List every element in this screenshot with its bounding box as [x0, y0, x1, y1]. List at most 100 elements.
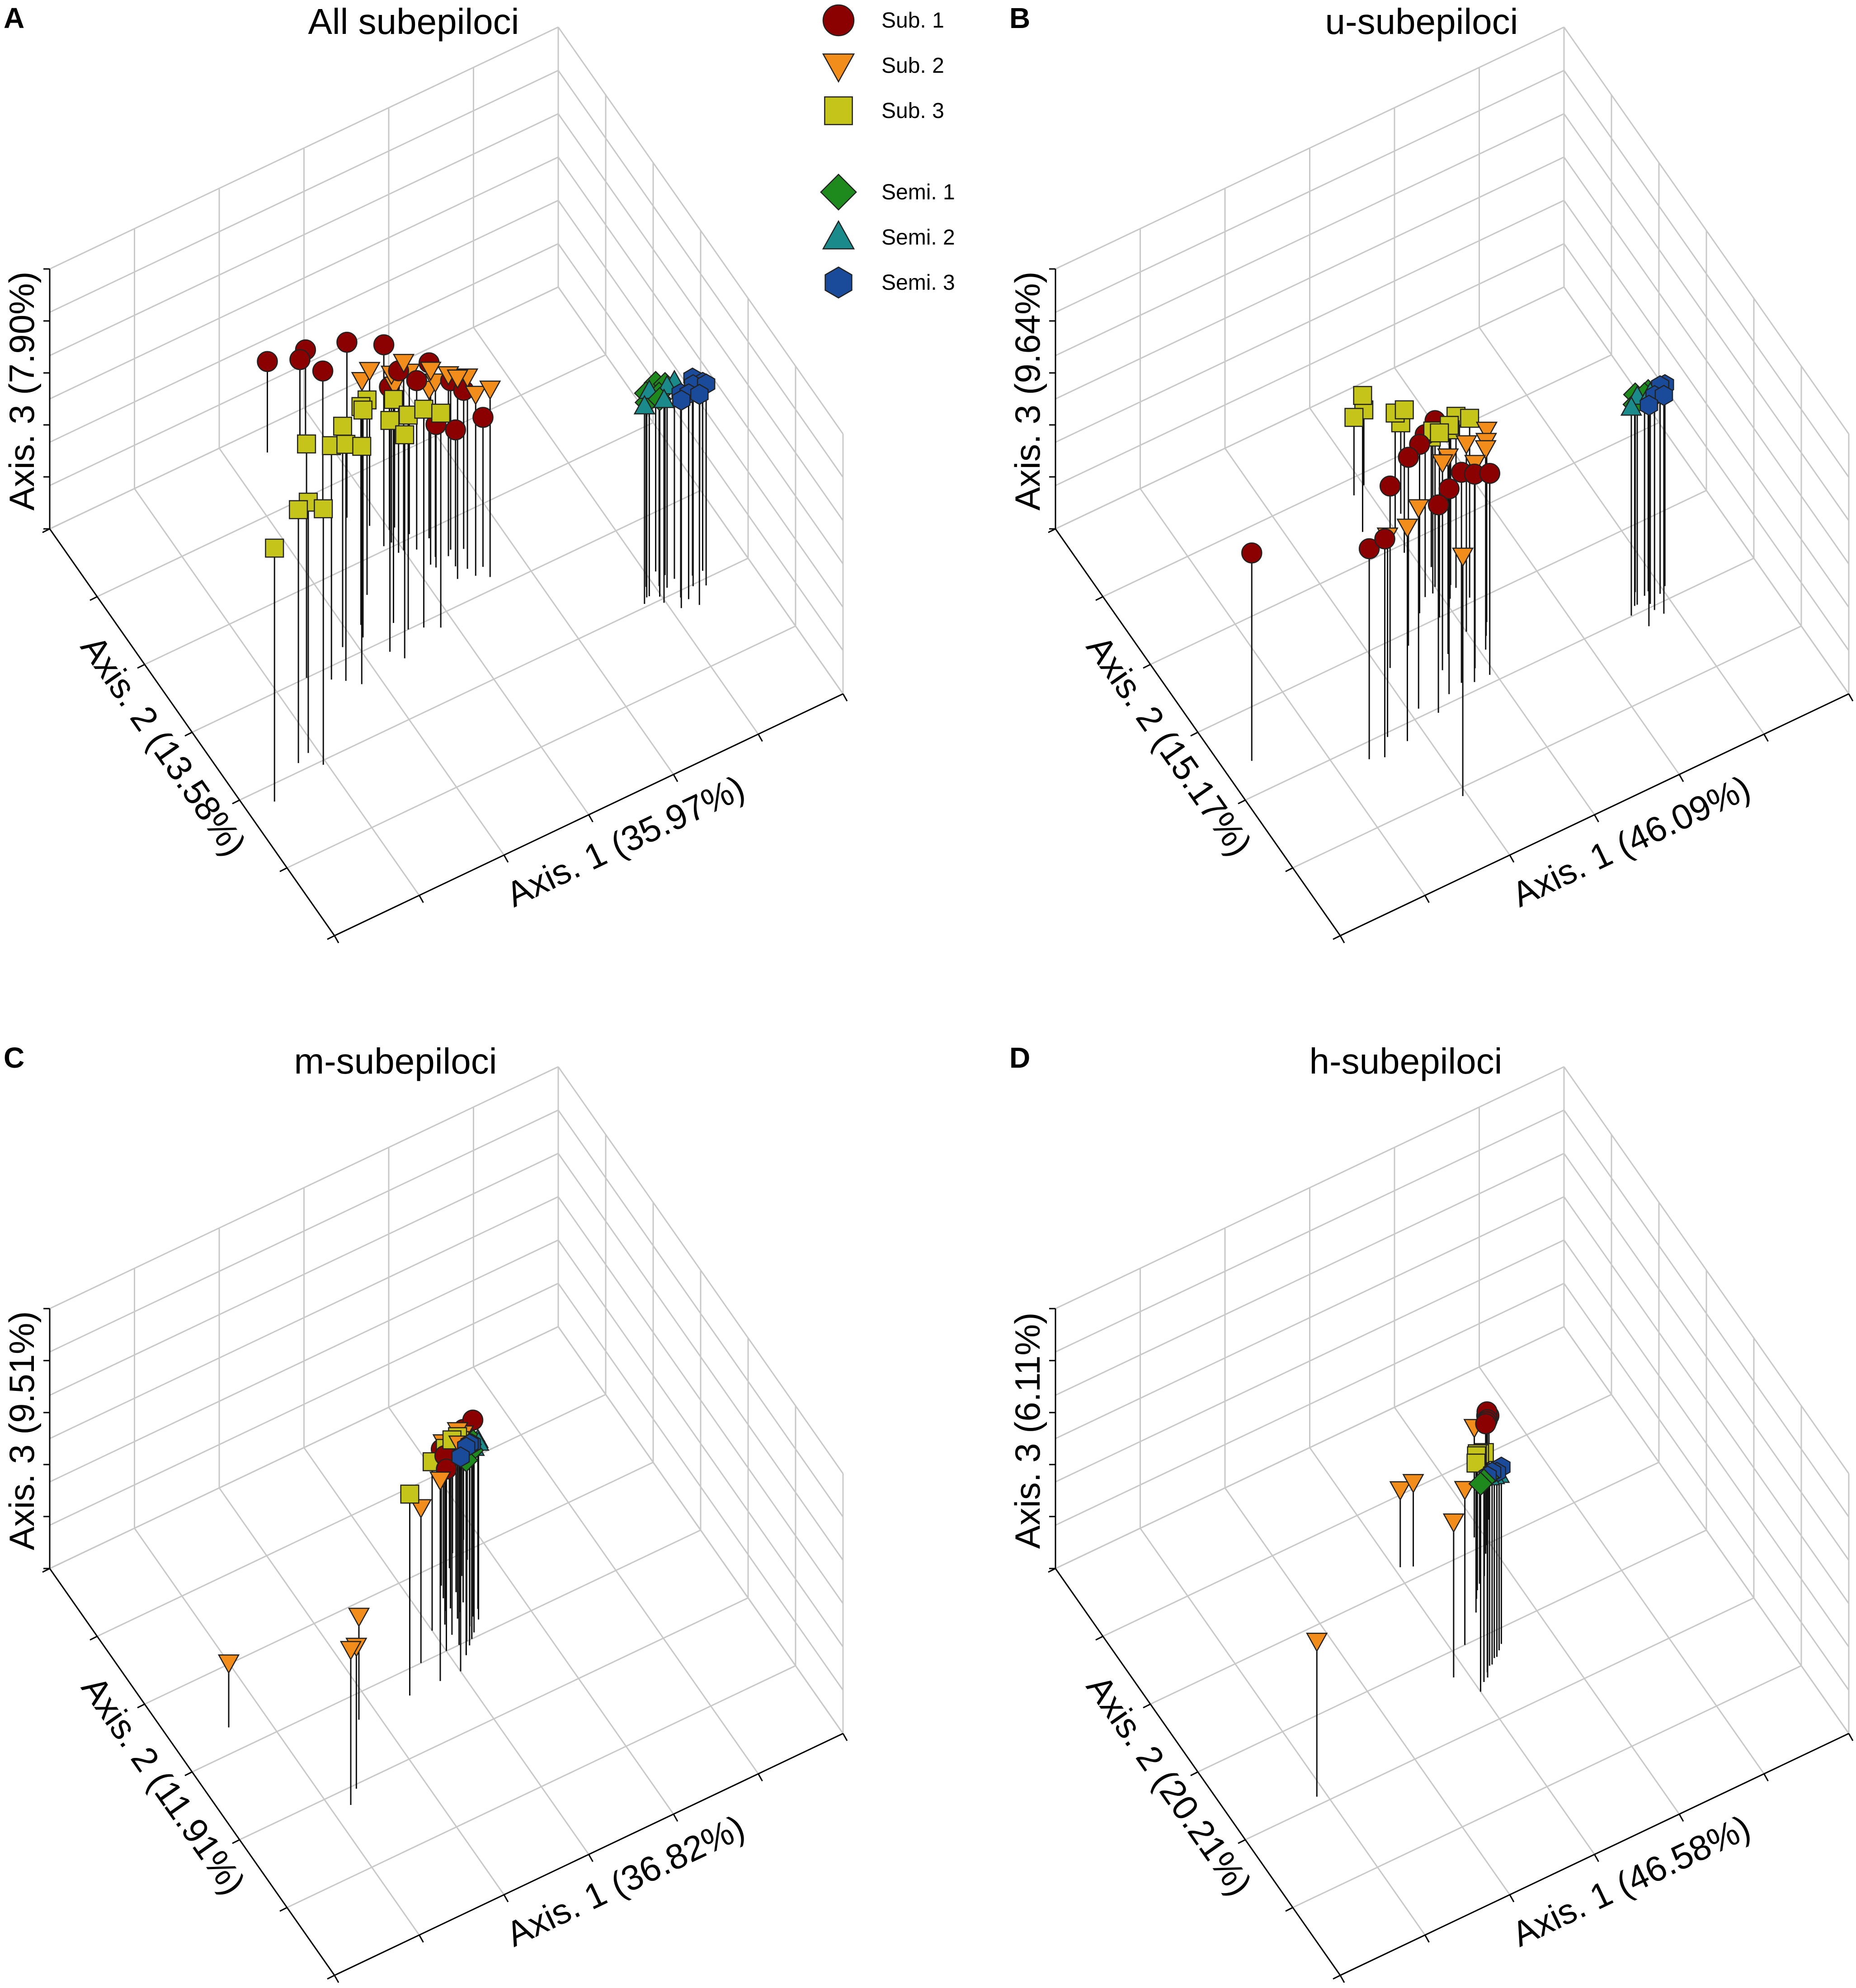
y-tick	[232, 799, 240, 805]
grid-line	[97, 354, 606, 598]
legend-marker-semi2	[822, 220, 855, 250]
y-tick	[184, 1771, 193, 1776]
x-tick	[334, 1975, 339, 1983]
grid-line	[49, 286, 559, 530]
x-tick	[842, 1733, 848, 1741]
grid-line	[1479, 1366, 1765, 1775]
y-tick	[1095, 1635, 1103, 1641]
grid-line	[97, 1394, 606, 1637]
y-tick	[90, 596, 98, 601]
point-sub1-3	[1427, 494, 1449, 516]
x-axis-label: Axis. 1 (35.97%)	[500, 768, 750, 915]
point-sub2-3	[1408, 499, 1430, 519]
point-sub3-16	[333, 416, 353, 436]
legend-marker-sub2	[822, 53, 855, 83]
point-sub3-8	[353, 400, 373, 420]
point-sub1-1	[1358, 538, 1380, 560]
grid-line	[1055, 1109, 1564, 1353]
x-tick	[1509, 854, 1515, 863]
y-tick	[279, 867, 287, 872]
x-tick	[1424, 1935, 1430, 1943]
x-tick	[842, 693, 848, 702]
y-tick	[1143, 664, 1151, 669]
axes	[1048, 268, 1854, 943]
z-axis-label: Axis. 3 (6.11%)	[1008, 1312, 1047, 1549]
point-sub2-3	[392, 353, 415, 374]
legend-marker-semi1	[820, 174, 857, 211]
x-tick	[588, 1854, 594, 1862]
point-sub2-0	[1306, 1633, 1328, 1653]
legend-label: Semi. 2	[881, 226, 955, 250]
y-tick	[1238, 799, 1246, 805]
point-sub3-13	[1394, 400, 1414, 419]
point-sub1-10	[257, 351, 278, 372]
x-tick	[1594, 1854, 1599, 1862]
grid-line	[49, 1066, 559, 1310]
legend: Sub. 1 Sub. 2 Sub. 3 Semi. 1 Semi. 2 Semi. 3	[820, 4, 955, 299]
point-semi3-0	[1639, 395, 1658, 416]
x-tick	[1678, 1814, 1684, 1822]
point-sub3-4	[297, 434, 316, 454]
y-tick	[137, 1703, 145, 1709]
x-tick	[1339, 1975, 1345, 1983]
z-axis-label: Axis. 3 (9.64%)	[1008, 272, 1047, 511]
legend-marker-sub1	[822, 4, 855, 37]
x-tick	[1678, 774, 1684, 782]
axes	[1048, 1308, 1854, 1983]
chart-title: u-subepiloci	[1325, 1, 1518, 42]
markers	[257, 331, 716, 558]
grid	[1055, 1066, 1850, 1976]
point-sub2-1	[419, 362, 442, 382]
x-tick	[673, 774, 678, 782]
x-tick	[1339, 935, 1345, 943]
grid-line	[473, 1366, 759, 1775]
grid-line	[557, 156, 844, 565]
grid-line	[1055, 1066, 1564, 1310]
x-tick	[419, 1935, 424, 1943]
grid-line	[1563, 1109, 1850, 1517]
point-sub2-4	[429, 1471, 452, 1491]
y-tick	[1190, 731, 1198, 737]
grid-line	[1563, 156, 1850, 565]
y-tick	[90, 1635, 98, 1641]
y-tick	[1333, 1974, 1341, 1980]
point-semi3-0	[451, 1446, 470, 1468]
legend-marker-sub3	[824, 96, 853, 125]
point-sub2-8	[1455, 435, 1478, 455]
x-tick	[588, 814, 594, 823]
grid-line	[557, 27, 844, 434]
x-tick	[334, 935, 339, 943]
y-tick	[1238, 1839, 1246, 1844]
chart-title: All subepiloci	[308, 1, 519, 42]
grid-line	[49, 1326, 559, 1569]
x-tick	[1848, 693, 1854, 702]
axes	[42, 1308, 848, 1983]
point-sub1-13	[472, 407, 494, 428]
z-axis-label: Axis. 3 (7.90%)	[2, 272, 42, 511]
legend-label: Semi. 1	[881, 180, 955, 204]
y-tick	[327, 935, 335, 940]
point-sub3-3	[314, 499, 333, 518]
x-tick	[1424, 895, 1430, 903]
panel-letter: B	[1009, 2, 1030, 34]
grid-line	[1394, 1407, 1680, 1815]
y-tick	[232, 1839, 240, 1844]
y-tick	[327, 1974, 335, 1980]
point-sub3-17	[384, 390, 403, 409]
point-semi2-0	[1620, 396, 1643, 416]
point-sub3-0	[1430, 423, 1449, 443]
point-sub2-3	[1389, 1481, 1411, 1501]
x-axis-label: Axis. 1 (46.58%)	[1506, 1807, 1756, 1955]
legend-item-sub2: Sub. 2	[822, 53, 944, 83]
point-sub2-6	[1474, 440, 1497, 460]
point-sub3-7	[1344, 408, 1364, 427]
point-sub2-2	[1454, 1481, 1476, 1501]
point-semi3-0	[672, 389, 691, 411]
x-tick	[1848, 1733, 1854, 1741]
point-semi3-4	[1654, 385, 1673, 406]
y-axis-label: Axis. 2 (11.91%)	[74, 1669, 254, 1901]
y-axis-label: Axis. 2 (20.21%)	[1079, 1668, 1260, 1903]
grid-line	[1563, 1196, 1850, 1604]
x-axis-label: Axis. 1 (36.82%)	[500, 1807, 750, 1955]
z-axis-label: Axis. 3 (9.51%)	[2, 1311, 42, 1550]
